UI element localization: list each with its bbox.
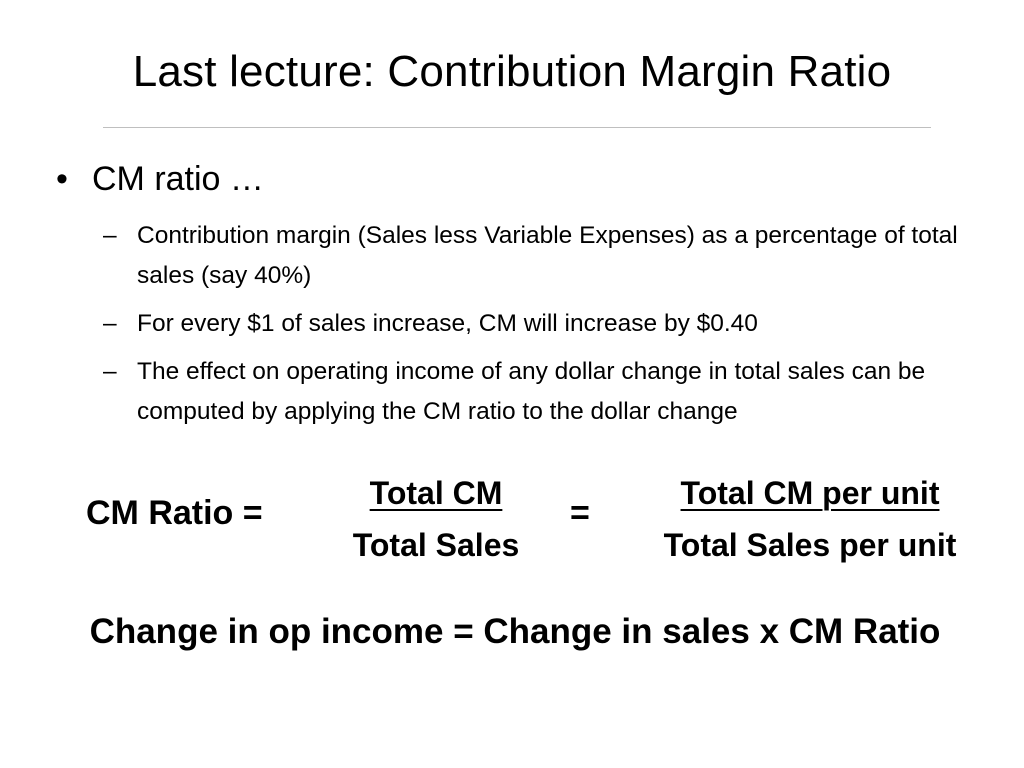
dash-marker: – (103, 310, 117, 337)
sub-bullet-text: For every $1 of sales increase, CM will … (137, 310, 758, 337)
fraction-numerator: Total CM per unit (680, 475, 940, 511)
dash-marker: – (103, 222, 117, 249)
sub-bullet-item: – The effect on operating income of any … (103, 352, 983, 432)
fraction-per-unit: Total CM per unit Total Sales per unit (632, 470, 988, 568)
sub-bullet-item: – Contribution margin (Sales less Variab… (103, 216, 983, 296)
fraction-denominator: Total Sales per unit (663, 527, 957, 563)
slide-title: Last lecture: Contribution Margin Ratio (132, 47, 892, 96)
equals-sign: = (570, 494, 590, 532)
title-divider (103, 127, 931, 128)
bullet-marker: • (56, 160, 68, 198)
bullet-cm-ratio: • CM ratio … (56, 156, 264, 202)
sub-bullet-list: – Contribution margin (Sales less Variab… (103, 216, 983, 440)
fraction-numerator: Total CM (369, 475, 503, 511)
sub-bullet-item: – For every $1 of sales increase, CM wil… (103, 304, 983, 344)
dash-marker: – (103, 358, 117, 385)
fraction-total-cm: Total CM Total Sales (330, 470, 542, 568)
sub-bullet-text: Contribution margin (Sales less Variable… (137, 222, 958, 289)
sub-bullet-text: The effect on operating income of any do… (137, 358, 926, 425)
change-in-income-formula: Change in op income = Change in sales x … (89, 612, 941, 651)
formula-label: CM Ratio = (86, 494, 263, 532)
fraction-denominator: Total Sales (352, 527, 520, 563)
bullet-text: CM ratio … (92, 160, 264, 198)
